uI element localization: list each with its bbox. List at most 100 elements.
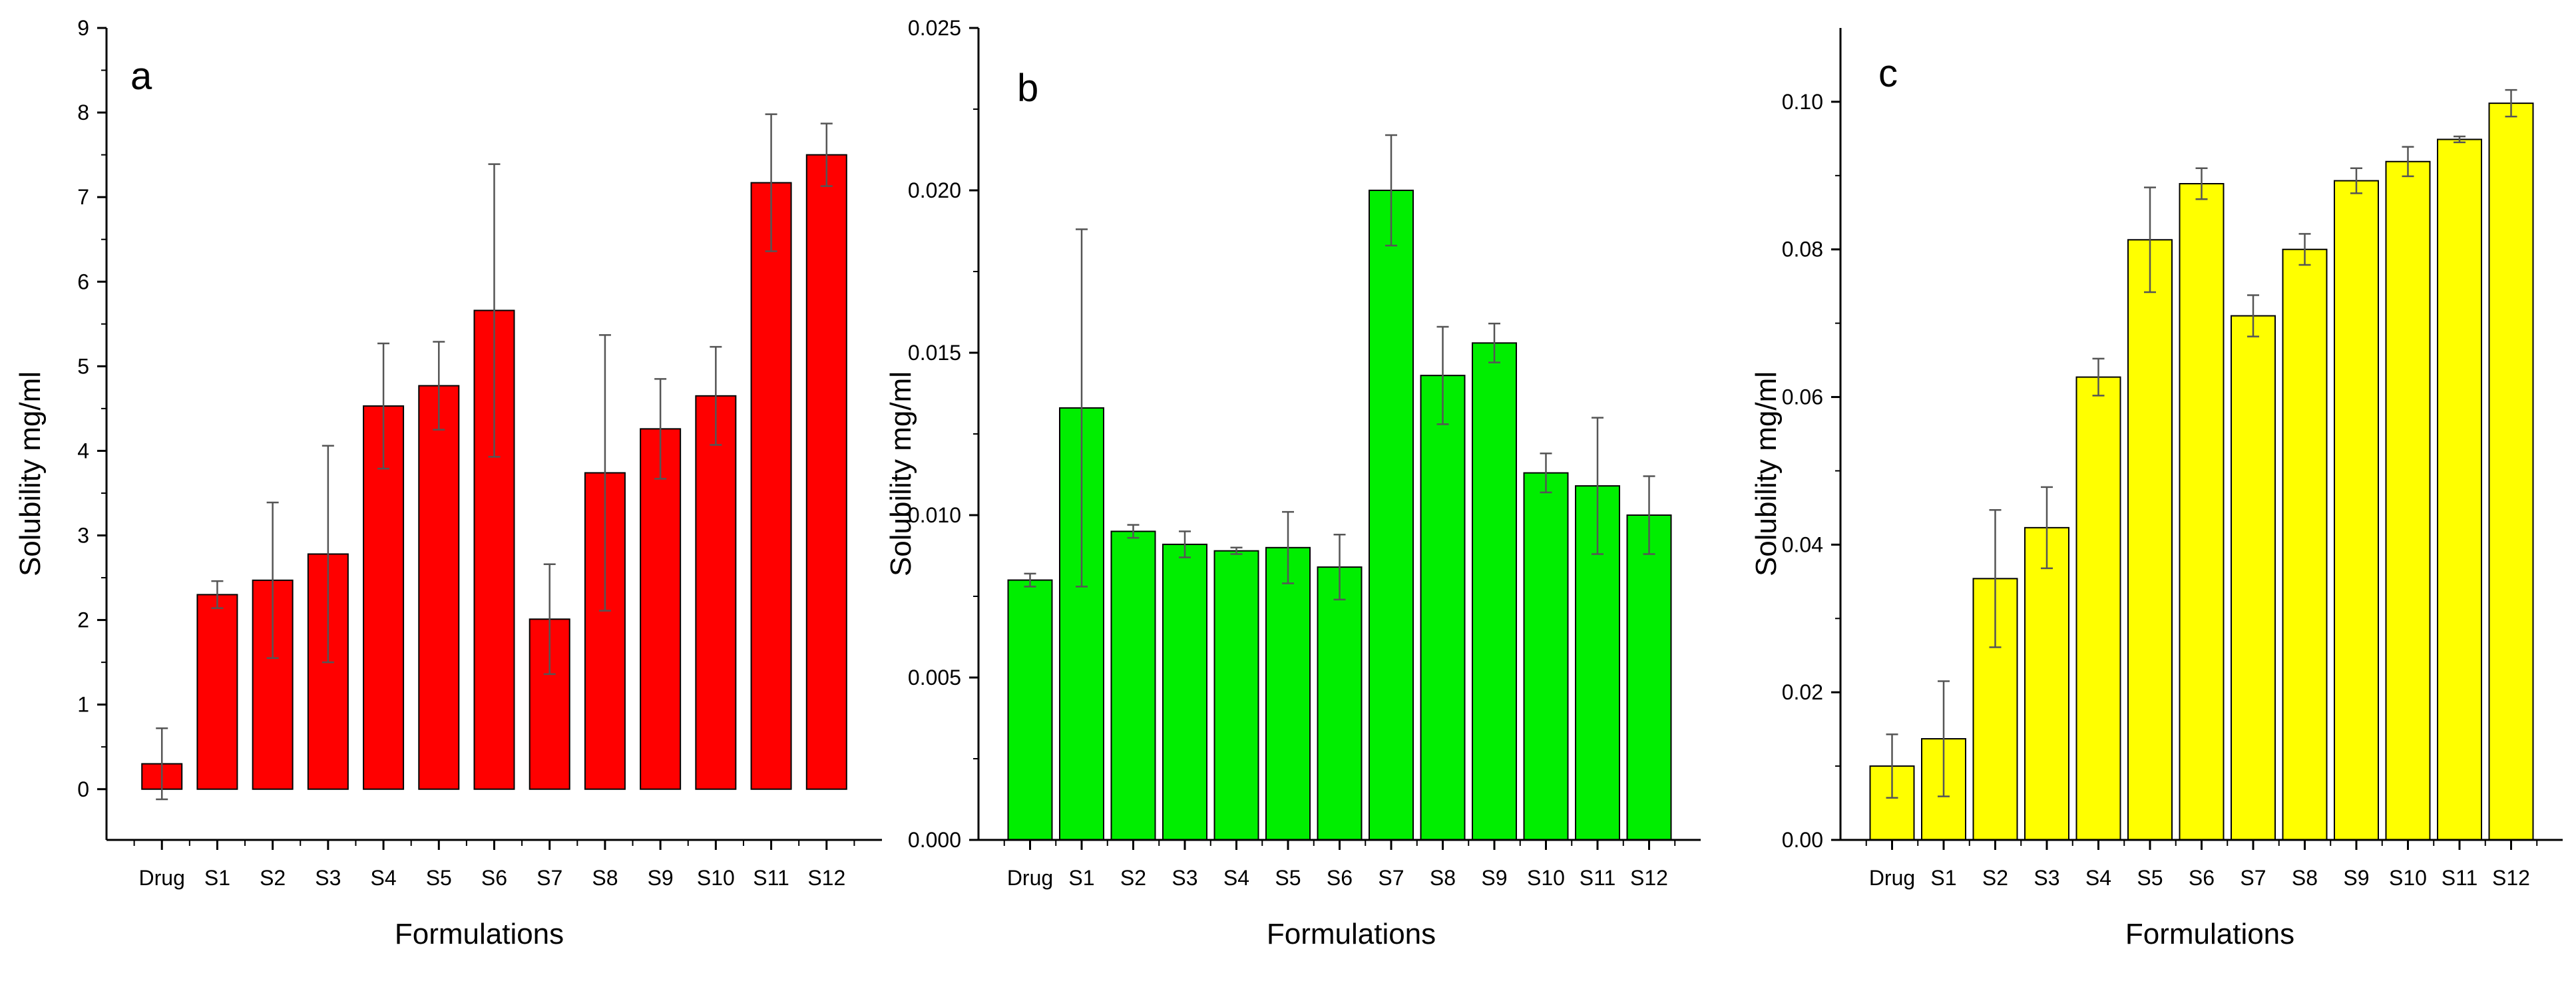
y-tick-label: 0.005	[908, 666, 961, 690]
x-tick-label-S9: S9	[648, 866, 674, 890]
x-tick-label-S5: S5	[1275, 866, 1301, 890]
x-tick-label-S3: S3	[315, 866, 341, 890]
bar-S5	[1265, 546, 1311, 841]
bar-S12	[1626, 514, 1672, 841]
panel-letter: c	[1878, 52, 1898, 95]
x-tick-label-S6: S6	[481, 866, 507, 890]
y-tick-label: 0.02	[1782, 680, 1823, 704]
y-tick-label: 0	[77, 777, 89, 801]
y-tick-label: 7	[77, 185, 89, 209]
y-tick-label: 0.025	[908, 16, 961, 40]
bar-S7	[2231, 315, 2276, 841]
y-tick-label: 0.08	[1782, 238, 1823, 262]
bar-S12	[2488, 102, 2534, 841]
y-tick-label: 0.00	[1782, 828, 1823, 852]
x-tick-label-S2: S2	[1120, 866, 1146, 890]
y-tick-label: 6	[77, 270, 89, 294]
bar-S7	[1369, 190, 1414, 841]
bar-Drug	[1007, 579, 1053, 841]
y-tick-label: 0.015	[908, 341, 961, 365]
bar-S5	[418, 385, 460, 790]
x-tick-label-S5: S5	[426, 866, 452, 890]
bar-S3	[2024, 526, 2069, 841]
x-tick-label-S11: S11	[1580, 866, 1616, 890]
x-tick-label-S8: S8	[2292, 866, 2318, 890]
x-axis-title: Formulations	[2125, 918, 2294, 950]
x-tick-label-S11: S11	[2442, 866, 2478, 890]
x-tick-label-S1: S1	[1930, 866, 1956, 890]
x-tick-label-S2: S2	[260, 866, 286, 890]
x-tick-label-S12: S12	[2492, 866, 2530, 890]
x-tick-label-S4: S4	[371, 866, 397, 890]
x-tick-label-S3: S3	[1172, 866, 1197, 890]
bar-S11	[750, 182, 792, 790]
x-tick-label-S5: S5	[2137, 866, 2163, 890]
y-tick-label: 3	[77, 524, 89, 548]
bar-S6	[2179, 183, 2225, 841]
bar-S6	[1317, 566, 1363, 841]
y-tick-label: 0.04	[1782, 532, 1823, 556]
x-tick-label-S10: S10	[1527, 866, 1565, 890]
x-tick-label-S7: S7	[2240, 866, 2266, 890]
x-tick-label-Drug: Drug	[139, 866, 185, 890]
x-tick-label-S8: S8	[592, 866, 618, 890]
chart-panel-a: 0 1 2 3 4 5 6 7 8 9 Drug S1 S2 S3 S4 S5 S6 S7 S8 S9 S10 S11 S1…	[14, 16, 882, 950]
x-tick-label-S7: S7	[537, 866, 562, 890]
y-tick-label: 0.020	[908, 178, 961, 202]
x-tick-label-S7: S7	[1378, 866, 1404, 890]
y-axis-title: Solubility mg/ml	[885, 371, 917, 576]
x-tick-label-S1: S1	[204, 866, 230, 890]
bar-S3	[1162, 543, 1207, 841]
bar-S5	[2127, 239, 2173, 841]
x-tick-label-Drug: Drug	[1869, 866, 1915, 890]
x-tick-label-S9: S9	[2343, 866, 2369, 890]
x-axis-title: Formulations	[1267, 918, 1436, 950]
y-tick-label: 2	[77, 608, 89, 632]
bar-S1	[196, 594, 238, 790]
x-tick-label-S11: S11	[753, 866, 789, 890]
y-tick-label: 8	[77, 100, 89, 124]
panel-letter: a	[130, 55, 152, 98]
bar-S10	[695, 395, 737, 790]
bar-S2	[1110, 530, 1156, 841]
y-tick-label: 0.10	[1782, 90, 1823, 114]
bar-S10	[1523, 472, 1569, 841]
bar-S4	[2075, 376, 2121, 841]
x-tick-label-S2: S2	[1982, 866, 2008, 890]
chart-panel-b: 0.000 0.005 0.010 0.015 0.020 0.025 Drug S1 S2 S3…	[885, 16, 1701, 950]
y-tick-label: 5	[77, 354, 89, 378]
bar-S4	[1213, 550, 1259, 841]
bar-S10	[2385, 160, 2431, 841]
panel-letter: b	[1017, 67, 1038, 110]
x-tick-label-S10: S10	[2389, 866, 2427, 890]
y-tick-label: 0.010	[908, 503, 961, 527]
x-tick-label-S6: S6	[2189, 866, 2215, 890]
bar-S11	[2437, 138, 2482, 841]
x-axis-title: Formulations	[395, 918, 564, 950]
x-tick-label-Drug: Drug	[1007, 866, 1053, 890]
y-tick-label: 1	[77, 693, 89, 717]
chart-panel-c: 0.00 0.02 0.04 0.06 0.08 0.10 Drug S1 S2 S3 S4 S5 S6…	[1750, 28, 2563, 950]
bar-S8	[1420, 375, 1466, 841]
x-tick-label-S8: S8	[1430, 866, 1456, 890]
y-tick-label: 4	[77, 439, 89, 463]
x-tick-label-S12: S12	[1630, 866, 1668, 890]
bar-S8	[2282, 248, 2328, 841]
bar-S9	[1472, 342, 1517, 841]
y-tick-label: 0.000	[908, 828, 961, 852]
bar-S9	[2334, 180, 2379, 841]
bar-S12	[805, 154, 847, 790]
x-tick-label-S6: S6	[1327, 866, 1353, 890]
x-tick-label-S4: S4	[1223, 866, 1249, 890]
x-tick-label-S12: S12	[807, 866, 845, 890]
x-tick-label-S4: S4	[2085, 866, 2111, 890]
bar-S9	[640, 428, 682, 790]
y-tick-label: 9	[77, 16, 89, 40]
y-axis-title: Solubility mg/ml	[14, 371, 47, 576]
y-tick-label: 0.06	[1782, 385, 1823, 409]
x-tick-label-S10: S10	[697, 866, 735, 890]
y-axis-title: Solubility mg/ml	[1750, 371, 1783, 576]
x-tick-label-S9: S9	[1481, 866, 1507, 890]
x-tick-label-S1: S1	[1068, 866, 1094, 890]
